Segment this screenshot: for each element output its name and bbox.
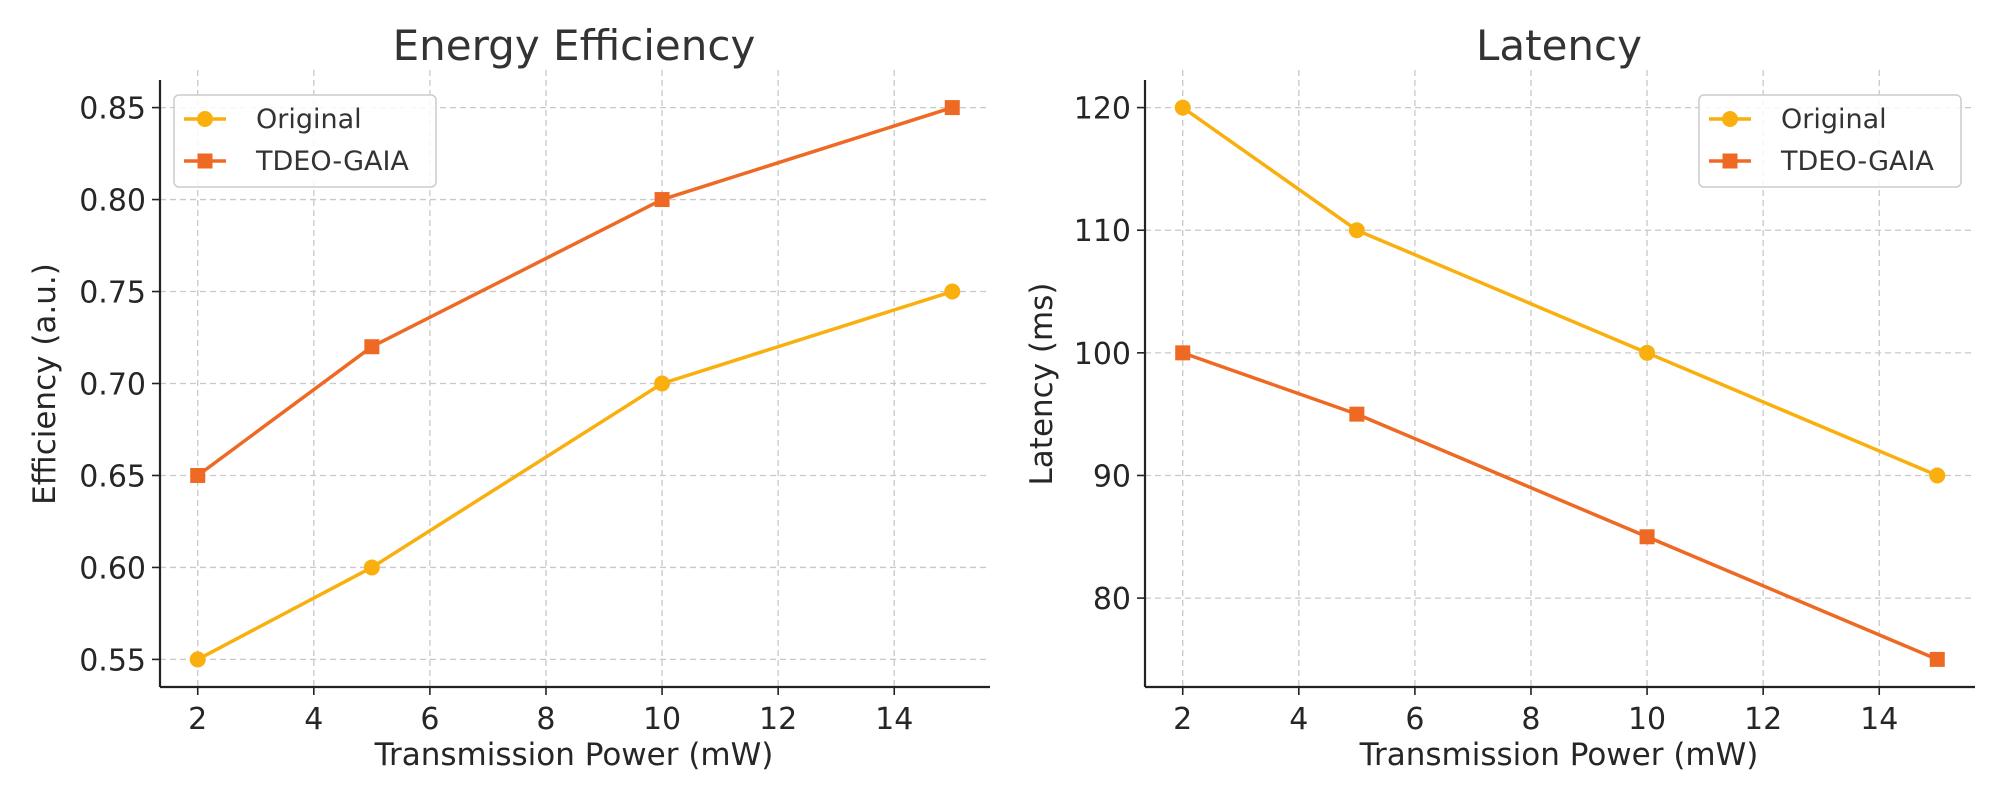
- x-tick-label: 4: [304, 702, 323, 737]
- x-tick-label: 4: [1289, 702, 1308, 737]
- data-point: [1174, 99, 1191, 116]
- x-tick-label: 2: [188, 702, 207, 737]
- data-point: [1349, 406, 1365, 422]
- legend-label: TDEO-GAIA: [1780, 146, 1934, 177]
- data-point: [363, 559, 380, 576]
- y-tick-label: 80: [1093, 582, 1131, 617]
- data-point: [1175, 345, 1191, 361]
- x-axis-label: Transmission Power (mW): [1359, 737, 1759, 773]
- series-original: [1174, 99, 1946, 484]
- x-tick-label: 14: [1860, 702, 1898, 737]
- x-axis-label: Transmission Power (mW): [374, 737, 774, 773]
- x-tick-label: 6: [420, 702, 439, 737]
- y-tick-label: 0.80: [79, 184, 146, 219]
- legend-item: Original: [1709, 104, 1887, 135]
- series-line: [196, 289, 953, 661]
- chart-title: Energy Efficiency: [393, 21, 756, 70]
- y-tick-label: 0.85: [79, 92, 146, 127]
- data-point: [1639, 529, 1655, 545]
- x-tick-label: 12: [759, 702, 797, 737]
- legend: Original TDEO-GAIA: [173, 94, 437, 188]
- data-point: [944, 283, 961, 300]
- y-tick-label: 0.60: [79, 551, 146, 586]
- data-point: [1929, 467, 1946, 484]
- chart-title: Latency: [1476, 21, 1642, 70]
- data-point: [1348, 222, 1365, 239]
- y-axis-label: Latency (ms): [1024, 283, 1060, 486]
- y-tick-label: 110: [1074, 214, 1131, 249]
- series-tdeo-gaia: [190, 100, 960, 483]
- panel-latency: Latency Transmission Power (mW) Latency …: [1024, 21, 1975, 773]
- legend-label: Original: [1781, 104, 1887, 135]
- data-point: [364, 339, 380, 355]
- y-tick-label: 0.70: [79, 368, 146, 403]
- legend-box: [1698, 94, 1962, 188]
- data-point: [1929, 651, 1945, 667]
- x-tick-label: 10: [1628, 702, 1666, 737]
- legend-marker: [1722, 153, 1738, 169]
- x-tick-label: 8: [536, 702, 555, 737]
- series-tdeo-gaia: [1175, 345, 1945, 667]
- legend-item: Original: [184, 104, 362, 135]
- series-line: [1181, 106, 1938, 478]
- panel-energy-efficiency: Energy Efficiency Transmission Power (mW…: [27, 21, 990, 773]
- y-tick-label: 120: [1074, 92, 1131, 127]
- legend-item: TDEO-GAIA: [184, 146, 409, 177]
- x-tick-label: 2: [1173, 702, 1192, 737]
- legend: Original TDEO-GAIA: [1698, 94, 1962, 188]
- data-point: [654, 375, 671, 392]
- y-axis-label: Efficiency (a.u.): [27, 263, 63, 505]
- data-point: [189, 651, 206, 668]
- legend-box: [173, 94, 437, 188]
- x-tick-label: 8: [1521, 702, 1540, 737]
- legend-marker: [197, 111, 213, 127]
- grid: [1145, 70, 1975, 687]
- legend-label: Original: [256, 104, 362, 135]
- data-point: [1639, 344, 1656, 361]
- y-tick-label: 90: [1093, 459, 1131, 494]
- x-tick-label: 14: [875, 702, 913, 737]
- grid: [160, 70, 990, 687]
- data-point: [654, 192, 670, 208]
- x-tick-label: 10: [643, 702, 681, 737]
- y-tick-label: 0.55: [79, 643, 146, 678]
- y-tick-label: 0.75: [79, 276, 146, 311]
- series-line: [196, 105, 953, 477]
- series-original: [189, 283, 961, 668]
- data-point: [190, 467, 206, 483]
- data-point: [944, 100, 960, 116]
- y-tick-label: 0.65: [79, 459, 146, 494]
- legend-marker: [197, 153, 213, 169]
- legend-marker: [1722, 111, 1738, 127]
- legend-item: TDEO-GAIA: [1709, 146, 1934, 177]
- legend-label: TDEO-GAIA: [255, 146, 409, 177]
- series-line: [1182, 351, 1938, 662]
- x-tick-label: 12: [1744, 702, 1782, 737]
- y-tick-label: 100: [1074, 337, 1131, 372]
- x-tick-label: 6: [1405, 702, 1424, 737]
